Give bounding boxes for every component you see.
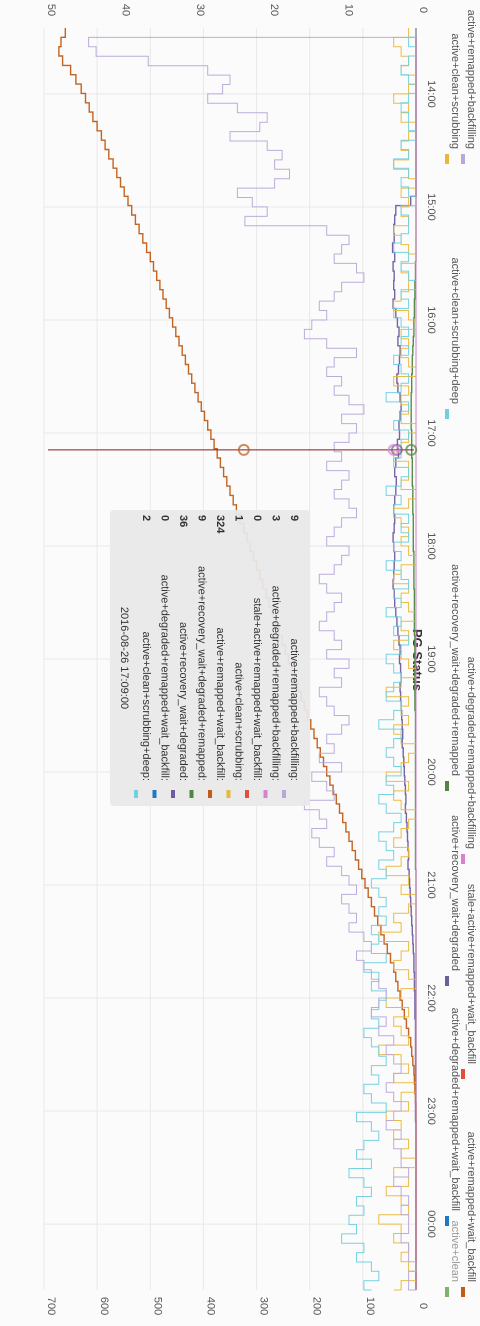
time-tick-label: 15:00 <box>425 193 437 221</box>
right-axis: 0 10 20 30 40 50 <box>45 4 429 16</box>
legend-label-7[interactable]: active+clean+scrubbing+deep <box>449 258 461 404</box>
legend-label-5[interactable]: stale+active+remapped+wait_backfill <box>465 884 477 1064</box>
tooltip-label-6: stale+active+remapped+wait_backfill: <box>251 598 263 781</box>
tooltip-label-3: active+recovery_wait+degraded+remapped: <box>196 566 208 781</box>
time-axis: 14:00 15:00 16:00 17:00 18:00 19:00 20:00 21:00… <box>425 80 437 1238</box>
tooltip-value-5: 1 <box>233 515 245 521</box>
time-tick-label: 20:00 <box>425 758 437 786</box>
legend-label-9[interactable]: active+remapped+backfilling <box>465 10 477 149</box>
legend-swatch-9 <box>461 154 465 164</box>
tooltip-value-0: 2 <box>140 515 152 521</box>
legend-label-0[interactable]: active+clean <box>449 1221 461 1282</box>
tooltip-value-1: 0 <box>159 515 171 521</box>
legend-label-8[interactable]: active+clean+scrubbing <box>449 33 461 149</box>
tooltip-label-1: active+degraded+remapped+wait_backfill: <box>159 575 171 781</box>
left-tick-label: 300 <box>258 1297 270 1315</box>
legend-label-4[interactable]: active+remapped+wait_backfill <box>465 1132 477 1282</box>
legend: active+clean active+degraded+remapped+wai… <box>445 10 477 1297</box>
hover-marker-3 <box>405 443 418 456</box>
right-tick-label: 40 <box>119 4 131 16</box>
tooltip-value-8: 9 <box>288 515 300 521</box>
time-tick-label: 21:00 <box>425 871 437 899</box>
time-tick-label: 19:00 <box>425 645 437 673</box>
tooltip-swatch-7 <box>263 790 268 798</box>
chart-title: PG Status <box>410 629 425 691</box>
hover-marker-2 <box>387 443 400 456</box>
tooltip-value-3: 9 <box>196 515 208 521</box>
time-tick-label: 16:00 <box>425 306 437 334</box>
right-tick-label: 0 <box>417 7 429 13</box>
tooltip-label-7: active+degraded+remapped+backfilling: <box>270 586 282 781</box>
tooltip-value-7: 3 <box>270 515 282 521</box>
legend-label-2[interactable]: active+recovery_wait+degraded <box>449 815 461 971</box>
time-tick-label: 00:00 <box>425 1210 437 1238</box>
tooltip-swatch-1 <box>152 790 157 798</box>
right-tick-label: 20 <box>268 4 280 16</box>
tooltip-swatch-8 <box>282 790 286 798</box>
tooltip-label-0: active+clean+scrubbing+deep: <box>140 631 152 781</box>
hover-cursor <box>48 443 418 456</box>
tooltip-swatch-2 <box>171 790 175 798</box>
tooltip-value-2: 36 <box>177 515 189 527</box>
legend-label-6[interactable]: active+degraded+remapped+backfilling <box>465 657 477 849</box>
right-tick-label: 10 <box>343 4 355 16</box>
legend-swatch-7 <box>445 409 449 419</box>
tooltip-label-4: active+remapped+wait_backfill: <box>214 628 226 781</box>
tooltip-swatch-3 <box>189 790 194 798</box>
hover-marker-0 <box>237 443 250 456</box>
legend-swatch-8 <box>445 154 449 164</box>
legend-label-1[interactable]: active+degraded+remapped+wait_backfill <box>449 1008 461 1211</box>
tooltip-swatch-4 <box>208 790 212 798</box>
legend-label-3[interactable]: active+recovery_wait+degraded+remapped <box>449 564 461 776</box>
time-tick-label: 18:00 <box>425 532 437 560</box>
tooltip-swatch-6 <box>245 790 249 798</box>
legend-swatch-4 <box>461 1287 465 1297</box>
left-tick-label: 700 <box>45 1297 57 1315</box>
legend-swatch-2 <box>445 976 449 986</box>
left-tick-label: 400 <box>204 1297 216 1315</box>
left-axis: 0 100 200 300 400 500 600 700 <box>45 1297 429 1315</box>
left-tick-label: 100 <box>364 1297 376 1315</box>
series-line-7 <box>341 28 417 1291</box>
time-tick-label: 22:00 <box>425 984 437 1012</box>
tooltip-value-6: 0 <box>251 515 263 521</box>
time-tick-label: 23:00 <box>425 1097 437 1125</box>
left-tick-label: 0 <box>417 1303 429 1309</box>
right-tick-label: 50 <box>45 4 57 16</box>
legend-swatch-6 <box>461 854 465 864</box>
tooltip-time: 2016-08-26 17:09:00 <box>118 607 130 709</box>
tooltip-label-2: active+recovery_wait+degraded: <box>177 622 189 781</box>
time-tick-label: 17:00 <box>425 419 437 447</box>
tooltip-label-8: active+remapped+backfilling: <box>288 639 300 781</box>
tooltip-value-4: 324 <box>214 515 226 534</box>
legend-swatch-1 <box>445 1216 449 1226</box>
legend-swatch-0 <box>445 1287 449 1297</box>
tooltip-label-5: active+clean+scrubbing: <box>233 662 245 781</box>
left-tick-label: 600 <box>98 1297 110 1315</box>
tooltip-swatch-5 <box>226 790 231 798</box>
legend-swatch-5 <box>461 1069 465 1079</box>
left-tick-label: 500 <box>151 1297 163 1315</box>
right-tick-label: 30 <box>194 4 206 16</box>
tooltip-swatch-0 <box>134 790 138 798</box>
series-line-9 <box>88 28 417 1291</box>
time-tick-label: 14:00 <box>425 80 437 108</box>
tooltip-box <box>110 510 310 806</box>
tooltip: 2016-08-26 17:09:00 active+clean+scrubbin… <box>110 510 310 806</box>
legend-swatch-3 <box>445 781 449 791</box>
left-tick-label: 200 <box>311 1297 323 1315</box>
